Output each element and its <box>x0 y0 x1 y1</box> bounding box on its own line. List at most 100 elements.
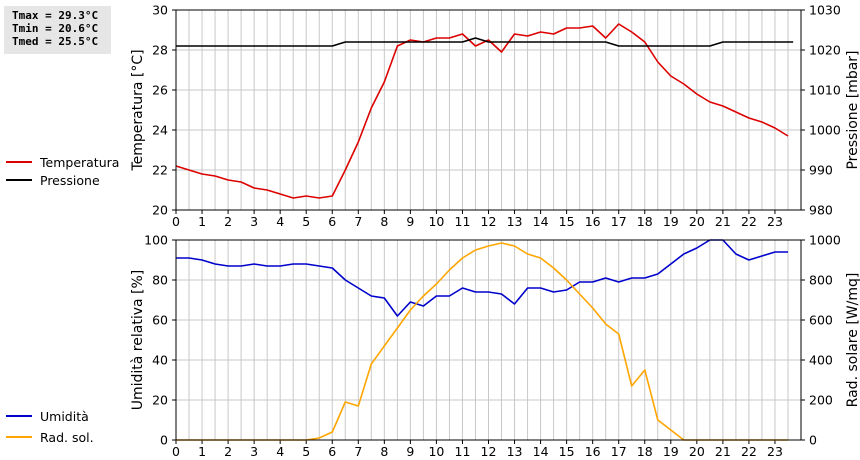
y2-tick-label: 1000 <box>809 123 841 138</box>
y-tick-label: 60 <box>152 313 168 328</box>
x-tick-label: 3 <box>250 444 258 459</box>
plot-frame <box>175 239 802 441</box>
legend-top: Temperatura Pressione <box>6 153 119 189</box>
tmax-label: Tmax = 29.3°C <box>12 9 99 22</box>
series-line-pressione <box>176 37 794 47</box>
y2-tick-label: 1030 <box>809 3 841 18</box>
x-tick-label: 13 <box>507 214 523 229</box>
x-tick-label: 8 <box>380 214 388 229</box>
x-tick-label: 11 <box>455 214 471 229</box>
y-tick-label: 24 <box>152 123 168 138</box>
y-tick-label: 80 <box>152 273 168 288</box>
legend-label-temperatura: Temperatura <box>40 154 120 170</box>
plot-frame <box>175 9 802 211</box>
x-tick-label: 1 <box>198 214 206 229</box>
x-tick-label: 4 <box>276 444 284 459</box>
x-tick-label: 5 <box>302 444 310 459</box>
x-tick-label: 18 <box>637 214 653 229</box>
legend-swatch-rad-sol <box>6 436 32 438</box>
legend-label-umidita: Umidità <box>40 408 89 424</box>
tmed-label: Tmed = 25.5°C <box>12 35 99 48</box>
y2-tick-label: 980 <box>809 203 833 218</box>
x-tick-label: 7 <box>354 444 362 459</box>
y-axis-title: Temperatura [°C] <box>130 49 146 171</box>
legend-label-rad-sol: Rad. sol. <box>40 429 94 445</box>
x-tick-label: 2 <box>224 444 232 459</box>
x-tick-label: 12 <box>481 444 497 459</box>
x-tick-label: 18 <box>637 444 653 459</box>
x-tick-label: 16 <box>585 214 601 229</box>
x-tick-label: 0 <box>172 214 180 229</box>
tmin-label: Tmin = 20.6°C <box>12 22 99 35</box>
legend-item-pressione: Pressione <box>6 171 119 189</box>
y-tick-label: 40 <box>152 353 168 368</box>
x-tick-label: 19 <box>663 214 679 229</box>
series-line-temperatura <box>175 23 789 199</box>
series-line-rad-sol <box>176 242 788 441</box>
y2-axis-title: Pressione [mbar] <box>845 50 860 169</box>
x-tick-label: 6 <box>328 214 336 229</box>
y-tick-label: 20 <box>152 393 168 408</box>
x-tick-label: 20 <box>689 214 705 229</box>
x-tick-label: 17 <box>611 444 627 459</box>
x-tick-label: 6 <box>328 444 336 459</box>
y2-tick-label: 990 <box>809 163 833 178</box>
x-tick-label: 11 <box>455 444 471 459</box>
x-tick-label: 7 <box>354 214 362 229</box>
x-tick-label: 20 <box>689 444 705 459</box>
y-tick-label: 20 <box>152 203 168 218</box>
x-tick-label: 0 <box>172 444 180 459</box>
x-tick-label: 15 <box>559 214 575 229</box>
legend-item-umidita: Umidità <box>6 407 146 425</box>
x-tick-label: 1 <box>198 444 206 459</box>
series-line-umidit <box>176 239 788 317</box>
x-tick-label: 16 <box>585 444 601 459</box>
y2-tick-label: 1000 <box>809 233 841 248</box>
x-tick-label: 19 <box>663 444 679 459</box>
x-tick-label: 3 <box>250 214 258 229</box>
y-axis-title: Umidità relativa [%] <box>130 270 146 411</box>
x-tick-label: 17 <box>611 214 627 229</box>
y2-tick-label: 1020 <box>809 43 841 58</box>
x-tick-label: 23 <box>767 444 783 459</box>
x-tick-label: 10 <box>428 444 444 459</box>
y-tick-label: 0 <box>160 433 168 448</box>
x-tick-label: 14 <box>533 444 549 459</box>
x-tick-label: 22 <box>741 444 757 459</box>
x-tick-label: 9 <box>406 444 414 459</box>
x-tick-label: 21 <box>715 444 731 459</box>
y2-tick-label: 0 <box>809 433 817 448</box>
x-tick-label: 10 <box>428 214 444 229</box>
x-tick-label: 12 <box>481 214 497 229</box>
x-tick-label: 9 <box>406 214 414 229</box>
y2-tick-label: 200 <box>809 393 833 408</box>
y-tick-label: 22 <box>152 163 168 178</box>
x-tick-label: 4 <box>276 214 284 229</box>
y2-axis-title: Rad. solare [W/mq] <box>845 273 860 408</box>
y2-tick-label: 1010 <box>809 83 841 98</box>
legend-label-pressione: Pressione <box>40 172 100 188</box>
x-tick-label: 21 <box>715 214 731 229</box>
legend-item-rad-sol: Rad. sol. <box>6 428 146 446</box>
x-tick-label: 13 <box>507 444 523 459</box>
legend-swatch-umidita <box>6 415 32 417</box>
x-tick-label: 23 <box>767 214 783 229</box>
y-tick-label: 30 <box>152 3 168 18</box>
x-tick-label: 5 <box>302 214 310 229</box>
y2-tick-label: 800 <box>809 273 833 288</box>
legend-swatch-temperatura <box>6 161 32 163</box>
y-tick-label: 26 <box>152 83 168 98</box>
x-tick-label: 22 <box>741 214 757 229</box>
y2-tick-label: 400 <box>809 353 833 368</box>
y2-tick-label: 600 <box>809 313 833 328</box>
x-tick-label: 8 <box>380 444 388 459</box>
stats-box: Tmax = 29.3°C Tmin = 20.6°C Tmed = 25.5°… <box>4 6 111 54</box>
x-tick-label: 15 <box>559 444 575 459</box>
legend-swatch-pressione <box>6 179 32 181</box>
y-tick-label: 100 <box>144 233 168 248</box>
x-tick-label: 2 <box>224 214 232 229</box>
y-tick-label: 28 <box>152 43 168 58</box>
legend-item-temperatura: Temperatura <box>6 153 119 171</box>
x-tick-label: 14 <box>533 214 549 229</box>
